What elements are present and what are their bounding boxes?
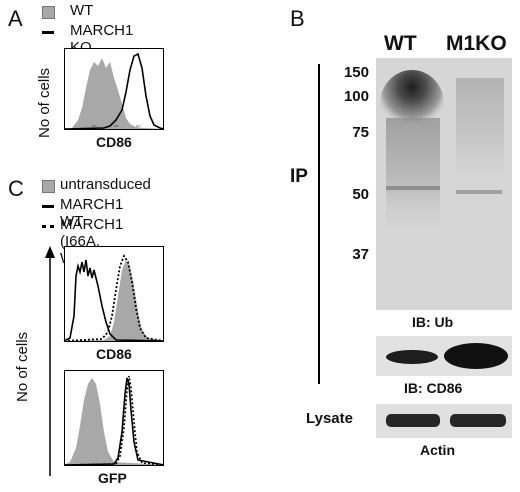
histogram-march1-wt-gfp-line — [63, 377, 165, 466]
blot-ip-ubiquitin — [376, 58, 512, 310]
legend-label-march1-wt: MARCH1 WT — [60, 196, 124, 230]
actin-label: Actin — [420, 442, 455, 458]
histogram-wt-filled — [64, 58, 164, 129]
ip-label: IP — [290, 166, 308, 187]
legend-swatch-line-icon — [42, 205, 54, 208]
mw-marker-75: 75 — [352, 124, 369, 141]
lane-label-wt: WT — [384, 32, 417, 55]
ip-bracket-line — [318, 64, 320, 384]
ib-cd86-label: IB: CD86 — [404, 380, 463, 396]
blot-lysate-actin — [376, 404, 512, 438]
legend-label-untransduced: untransduced — [60, 176, 151, 193]
panel-c-letter: C — [8, 176, 24, 201]
histogram-march1-mutant-line — [63, 254, 165, 342]
histogram-march1-wt-line — [63, 259, 165, 342]
legend-swatch-filled-icon — [42, 180, 55, 193]
lane-label-m1ko: M1KO — [446, 32, 507, 55]
svg-text:10²: 10² — [92, 124, 96, 128]
panel-c-histogram-gfp — [63, 370, 165, 466]
legend-label-wt: WT — [70, 2, 94, 19]
histogram-march1-mutant-gfp-line — [63, 375, 165, 466]
svg-text:10⁴: 10⁴ — [136, 124, 141, 128]
panel-a-ylabel: No of cells — [36, 67, 53, 138]
histogram-ko-line — [63, 52, 165, 130]
mw-marker-100: 100 — [343, 88, 369, 105]
mw-marker-150: 150 — [343, 64, 369, 81]
ib-ub-label: IB: Ub — [412, 314, 454, 330]
panel-c-xlabel-cd86: CD86 — [96, 346, 132, 362]
mw-marker-37: 37 — [352, 246, 369, 263]
panel-a-histogram: 10² 10³ 10⁴ — [63, 48, 165, 130]
panel-a-letter: A — [8, 6, 23, 31]
legend-swatch-dotted-icon — [42, 225, 54, 228]
legend-swatch-line-icon — [42, 31, 54, 34]
lysate-label: Lysate — [306, 410, 353, 427]
legend-swatch-filled-icon — [42, 6, 55, 19]
blot-ip-cd86 — [376, 336, 512, 376]
panel-c-xlabel-gfp: GFP — [98, 470, 127, 486]
panel-b-letter: B — [290, 6, 305, 31]
histogram-untransduced-gfp-filled — [64, 378, 164, 465]
panel-a-xlabel: CD86 — [96, 134, 132, 150]
panel-c-histogram-cd86 — [63, 246, 165, 342]
panel-c-arrow-icon — [45, 246, 55, 476]
mw-marker-50: 50 — [352, 186, 369, 203]
panel-c-ylabel: No of cells — [14, 331, 31, 402]
svg-text:10³: 10³ — [114, 124, 118, 128]
